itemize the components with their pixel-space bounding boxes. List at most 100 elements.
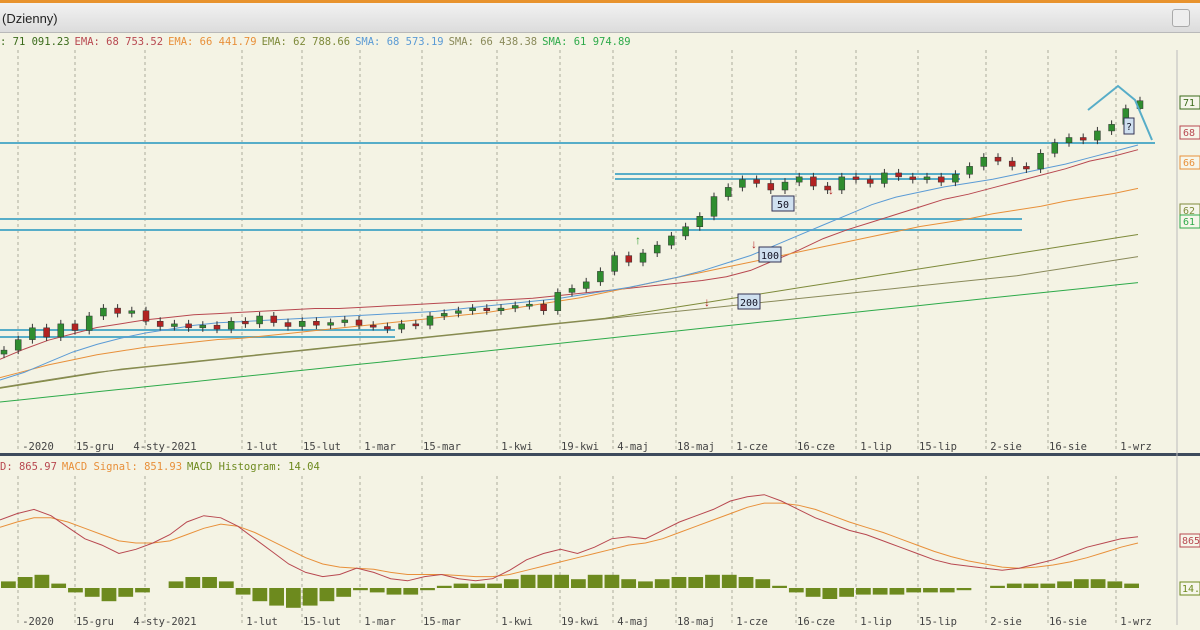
candle-body[interactable] xyxy=(511,305,519,309)
macd-histogram-bar xyxy=(671,577,687,588)
price-legend-item-2: EMA: 66 441.79 xyxy=(168,36,257,48)
candle-body[interactable] xyxy=(795,176,803,183)
candle-body[interactable] xyxy=(1065,137,1073,143)
window-control-button[interactable] xyxy=(1172,9,1190,27)
candle-body[interactable] xyxy=(412,323,420,327)
candle-body[interactable] xyxy=(398,323,405,330)
price-legend-item-0: : 71 091.23 xyxy=(0,36,70,48)
candle-body[interactable] xyxy=(554,292,562,311)
right-axis-label: 61 xyxy=(1183,217,1195,228)
candle-body[interactable] xyxy=(369,324,377,328)
candle-body[interactable] xyxy=(582,281,590,289)
candle-body[interactable] xyxy=(767,183,775,191)
candle-body[interactable] xyxy=(199,324,207,329)
price-legend-item-5: SMA: 66 438.38 xyxy=(448,36,538,48)
candle-body[interactable] xyxy=(128,310,136,314)
candle-body[interactable] xyxy=(540,303,547,311)
candle-body[interactable] xyxy=(100,307,107,317)
candle-body[interactable] xyxy=(639,252,647,263)
candle-body[interactable] xyxy=(1108,124,1115,132)
candle-body[interactable] xyxy=(881,172,888,184)
candle-body[interactable] xyxy=(611,255,618,272)
candle-body[interactable] xyxy=(0,349,8,355)
candle-body[interactable] xyxy=(668,235,675,246)
candle-body[interactable] xyxy=(43,327,50,338)
macd-axis-label-box xyxy=(1179,533,1200,548)
macd-histogram-bar xyxy=(772,585,787,588)
macd-histogram-bar xyxy=(738,577,754,588)
candle-body[interactable] xyxy=(327,322,334,326)
x-tick-label: 1-wrz xyxy=(1120,441,1152,453)
candle-body[interactable] xyxy=(256,315,263,325)
candle-body[interactable] xyxy=(923,176,931,180)
candle-body[interactable] xyxy=(270,315,278,323)
macd-histogram-bar xyxy=(923,588,938,593)
sell-arrow-icon: ↓ xyxy=(828,183,834,197)
candle-body[interactable] xyxy=(384,326,391,330)
candle-body[interactable] xyxy=(952,174,959,183)
candle-body[interactable] xyxy=(980,156,988,167)
candle-body[interactable] xyxy=(440,313,448,317)
candle-body[interactable] xyxy=(866,179,874,184)
candle-body[interactable] xyxy=(284,322,292,327)
candle-body[interactable] xyxy=(298,321,306,327)
macd-legend-item-1: MACD Signal: 851.93 xyxy=(61,461,183,473)
macd-histogram-bar xyxy=(1023,583,1039,588)
candle-body[interactable] xyxy=(185,323,192,329)
candle-body[interactable] xyxy=(526,303,533,307)
candle-body[interactable] xyxy=(852,176,860,180)
candle-body[interactable] xyxy=(1008,160,1016,167)
candle-body[interactable] xyxy=(1079,137,1087,141)
candle-body[interactable] xyxy=(156,321,164,327)
macd-histogram-bar xyxy=(788,588,804,593)
candle-body[interactable] xyxy=(696,216,704,227)
candle-body[interactable] xyxy=(781,181,789,191)
candle-body[interactable] xyxy=(682,226,689,237)
candle-body[interactable] xyxy=(142,310,150,322)
candle-body[interactable] xyxy=(568,288,576,293)
pattern-line[interactable] xyxy=(1087,84,1153,141)
candle-body[interactable] xyxy=(710,196,718,217)
candle-body[interactable] xyxy=(739,179,746,188)
candle-body[interactable] xyxy=(653,244,661,254)
candle-body[interactable] xyxy=(313,321,320,326)
candle-body[interactable] xyxy=(838,176,846,191)
candle-body[interactable] xyxy=(85,315,93,331)
candle-body[interactable] xyxy=(469,307,476,311)
candle-body[interactable] xyxy=(810,176,817,187)
candle-body[interactable] xyxy=(937,176,945,183)
candle-body[interactable] xyxy=(625,255,633,263)
candle-body[interactable] xyxy=(71,323,79,331)
candle-body[interactable] xyxy=(909,176,917,180)
candle-body[interactable] xyxy=(994,156,1002,162)
candle-body[interactable] xyxy=(753,179,760,184)
candle-body[interactable] xyxy=(724,187,732,197)
candle-body[interactable] xyxy=(355,319,363,326)
candle-body[interactable] xyxy=(824,185,831,191)
macd-histogram-bar xyxy=(235,588,251,595)
macd-histogram-bar xyxy=(369,588,385,593)
candle-body[interactable] xyxy=(483,307,491,311)
candle-body[interactable] xyxy=(14,339,22,351)
candle-body[interactable] xyxy=(426,315,434,326)
candle-body[interactable] xyxy=(213,324,221,330)
candle-body[interactable] xyxy=(895,172,902,178)
candle-body[interactable] xyxy=(597,271,604,283)
candle-body[interactable] xyxy=(114,307,121,314)
candle-body[interactable] xyxy=(455,310,462,314)
candle-body[interactable] xyxy=(1023,166,1030,170)
candle-body[interactable] xyxy=(1094,130,1101,141)
x-tick-label: 4-sty-2021 xyxy=(133,441,196,453)
candle-body[interactable] xyxy=(1051,142,1059,154)
candle-body[interactable] xyxy=(242,321,249,325)
x-tick-label: 16-sie xyxy=(1049,441,1087,453)
candle-body[interactable] xyxy=(29,327,36,340)
candle-body[interactable] xyxy=(1037,153,1044,170)
candle-body[interactable] xyxy=(227,321,235,330)
candle-body[interactable] xyxy=(57,323,65,338)
candle-body[interactable] xyxy=(341,319,349,323)
candle-body[interactable] xyxy=(966,166,973,175)
candle-body[interactable] xyxy=(497,307,505,311)
candle-body[interactable] xyxy=(171,323,178,327)
